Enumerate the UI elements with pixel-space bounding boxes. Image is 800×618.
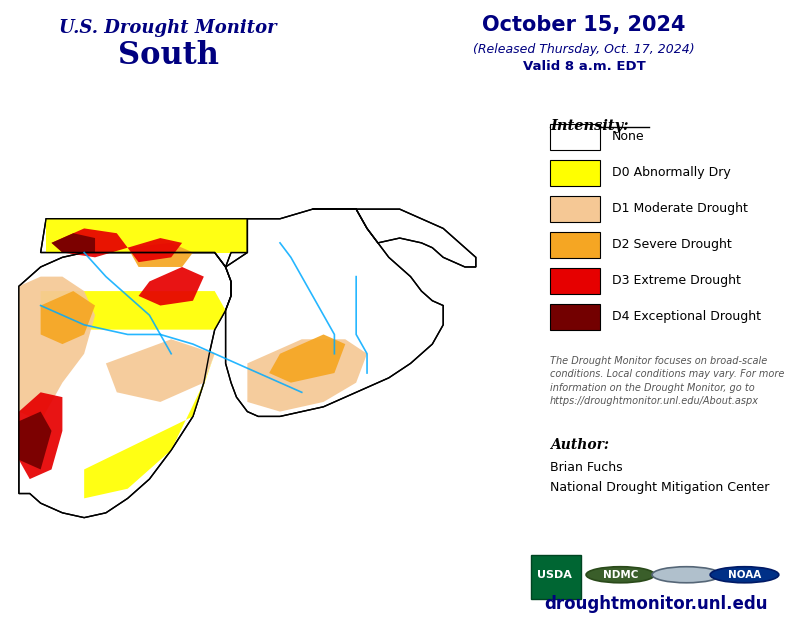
Polygon shape bbox=[226, 209, 443, 417]
Polygon shape bbox=[41, 291, 226, 329]
Polygon shape bbox=[269, 334, 346, 383]
Polygon shape bbox=[46, 219, 247, 253]
Polygon shape bbox=[19, 253, 231, 518]
Polygon shape bbox=[128, 238, 182, 262]
Text: Intensity:: Intensity: bbox=[550, 119, 629, 133]
Polygon shape bbox=[19, 412, 51, 470]
Text: D1 Moderate Drought: D1 Moderate Drought bbox=[612, 203, 748, 216]
Text: Author:: Author: bbox=[550, 438, 609, 452]
FancyBboxPatch shape bbox=[550, 196, 599, 222]
Text: NDMC: NDMC bbox=[602, 570, 638, 580]
Text: U.S. Drought Monitor: U.S. Drought Monitor bbox=[59, 19, 277, 37]
FancyBboxPatch shape bbox=[550, 124, 599, 150]
Text: National Drought Mitigation Center: National Drought Mitigation Center bbox=[550, 481, 770, 494]
Polygon shape bbox=[84, 353, 214, 498]
FancyBboxPatch shape bbox=[550, 303, 599, 330]
Text: D3 Extreme Drought: D3 Extreme Drought bbox=[612, 274, 741, 287]
Circle shape bbox=[586, 567, 654, 583]
Text: October 15, 2024: October 15, 2024 bbox=[482, 15, 686, 35]
Text: D4 Exceptional Drought: D4 Exceptional Drought bbox=[612, 310, 761, 323]
Point bbox=[644, 123, 654, 130]
Text: D0 Abnormally Dry: D0 Abnormally Dry bbox=[612, 166, 730, 179]
Polygon shape bbox=[51, 233, 95, 253]
Polygon shape bbox=[138, 267, 204, 305]
FancyBboxPatch shape bbox=[550, 232, 599, 258]
Text: None: None bbox=[612, 130, 645, 143]
Polygon shape bbox=[313, 209, 476, 267]
Point bbox=[545, 449, 554, 456]
Text: NOAA: NOAA bbox=[728, 570, 761, 580]
Polygon shape bbox=[19, 277, 95, 421]
Polygon shape bbox=[51, 229, 128, 257]
Polygon shape bbox=[128, 243, 193, 267]
Circle shape bbox=[652, 567, 721, 583]
Text: Brian Fuchs: Brian Fuchs bbox=[550, 460, 622, 473]
Polygon shape bbox=[19, 392, 62, 479]
Text: droughtmonitor.unl.edu: droughtmonitor.unl.edu bbox=[544, 595, 768, 614]
Text: South: South bbox=[118, 40, 218, 71]
Point bbox=[630, 449, 639, 456]
Polygon shape bbox=[41, 291, 95, 344]
Point bbox=[545, 123, 554, 130]
FancyBboxPatch shape bbox=[550, 268, 599, 294]
FancyBboxPatch shape bbox=[530, 555, 581, 599]
Polygon shape bbox=[41, 219, 247, 267]
FancyBboxPatch shape bbox=[550, 160, 599, 186]
Text: The Drought Monitor focuses on broad-scale
conditions. Local conditions may vary: The Drought Monitor focuses on broad-sca… bbox=[550, 356, 784, 405]
Polygon shape bbox=[247, 339, 367, 412]
Text: Valid 8 a.m. EDT: Valid 8 a.m. EDT bbox=[522, 59, 646, 73]
Circle shape bbox=[710, 567, 779, 583]
Text: D2 Severe Drought: D2 Severe Drought bbox=[612, 239, 732, 252]
Text: USDA: USDA bbox=[537, 570, 572, 580]
Polygon shape bbox=[106, 339, 214, 402]
Text: (Released Thursday, Oct. 17, 2024): (Released Thursday, Oct. 17, 2024) bbox=[473, 43, 695, 56]
